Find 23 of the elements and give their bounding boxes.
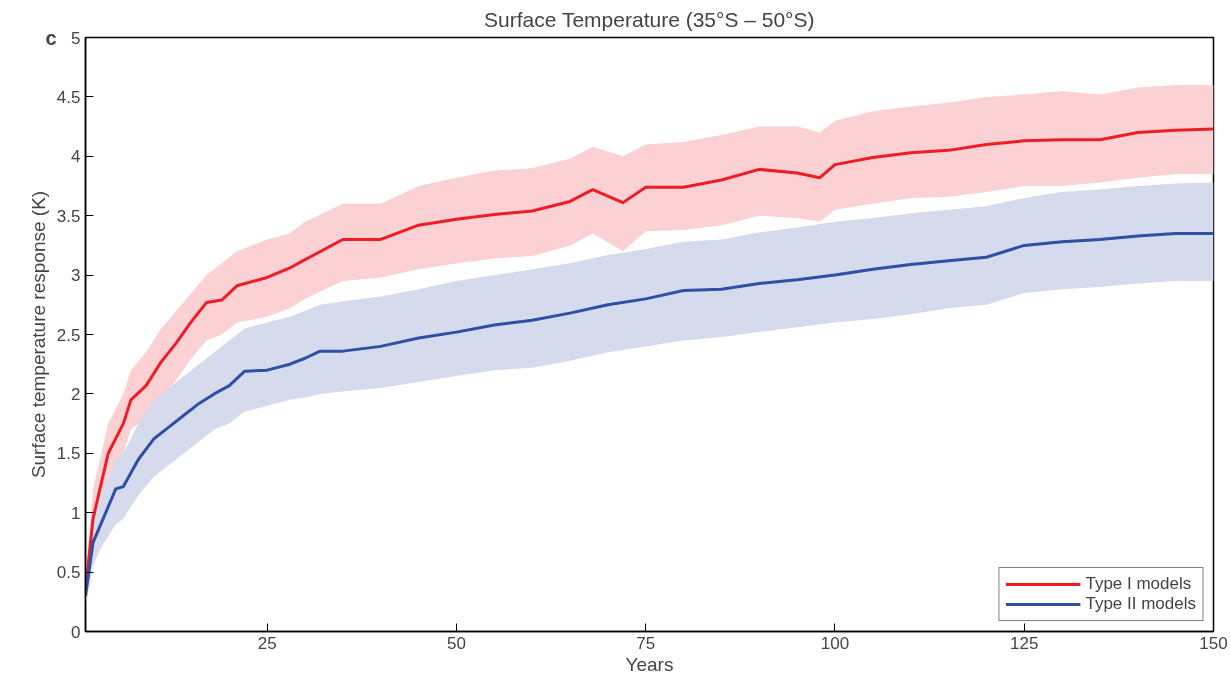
x-tick-label: 75: [636, 633, 656, 653]
y-tick-label: 4.5: [56, 87, 81, 107]
y-tick-label: 3.5: [56, 206, 81, 226]
y-tick-label: 2: [71, 384, 81, 404]
y-tick-label: 1.5: [56, 444, 81, 464]
x-tick-label: 150: [1199, 633, 1228, 653]
x-tick-label: 50: [447, 633, 466, 653]
y-tick-label: 1: [71, 503, 81, 523]
y-tick-label: 0.5: [56, 563, 81, 583]
legend-label: Type I models: [1085, 574, 1192, 594]
y-tick-label: 2.5: [56, 325, 81, 345]
legend-label: Type II models: [1085, 594, 1196, 614]
y-tick-label: 5: [71, 28, 81, 48]
y-tick-label: 4: [71, 147, 81, 167]
y-axis-title: Surface temperature response (K): [27, 190, 49, 479]
x-tick-label: 125: [1010, 633, 1039, 653]
x-tick-label: 100: [820, 633, 850, 653]
y-tick-label: 0: [71, 622, 81, 642]
x-axis-title: Years: [625, 653, 674, 675]
x-tick-label: 25: [257, 633, 277, 653]
y-tick-label: 3: [71, 266, 81, 286]
text: c: [45, 26, 57, 49]
chart-title: Surface Temperature (35°S – 50°S): [484, 7, 815, 31]
